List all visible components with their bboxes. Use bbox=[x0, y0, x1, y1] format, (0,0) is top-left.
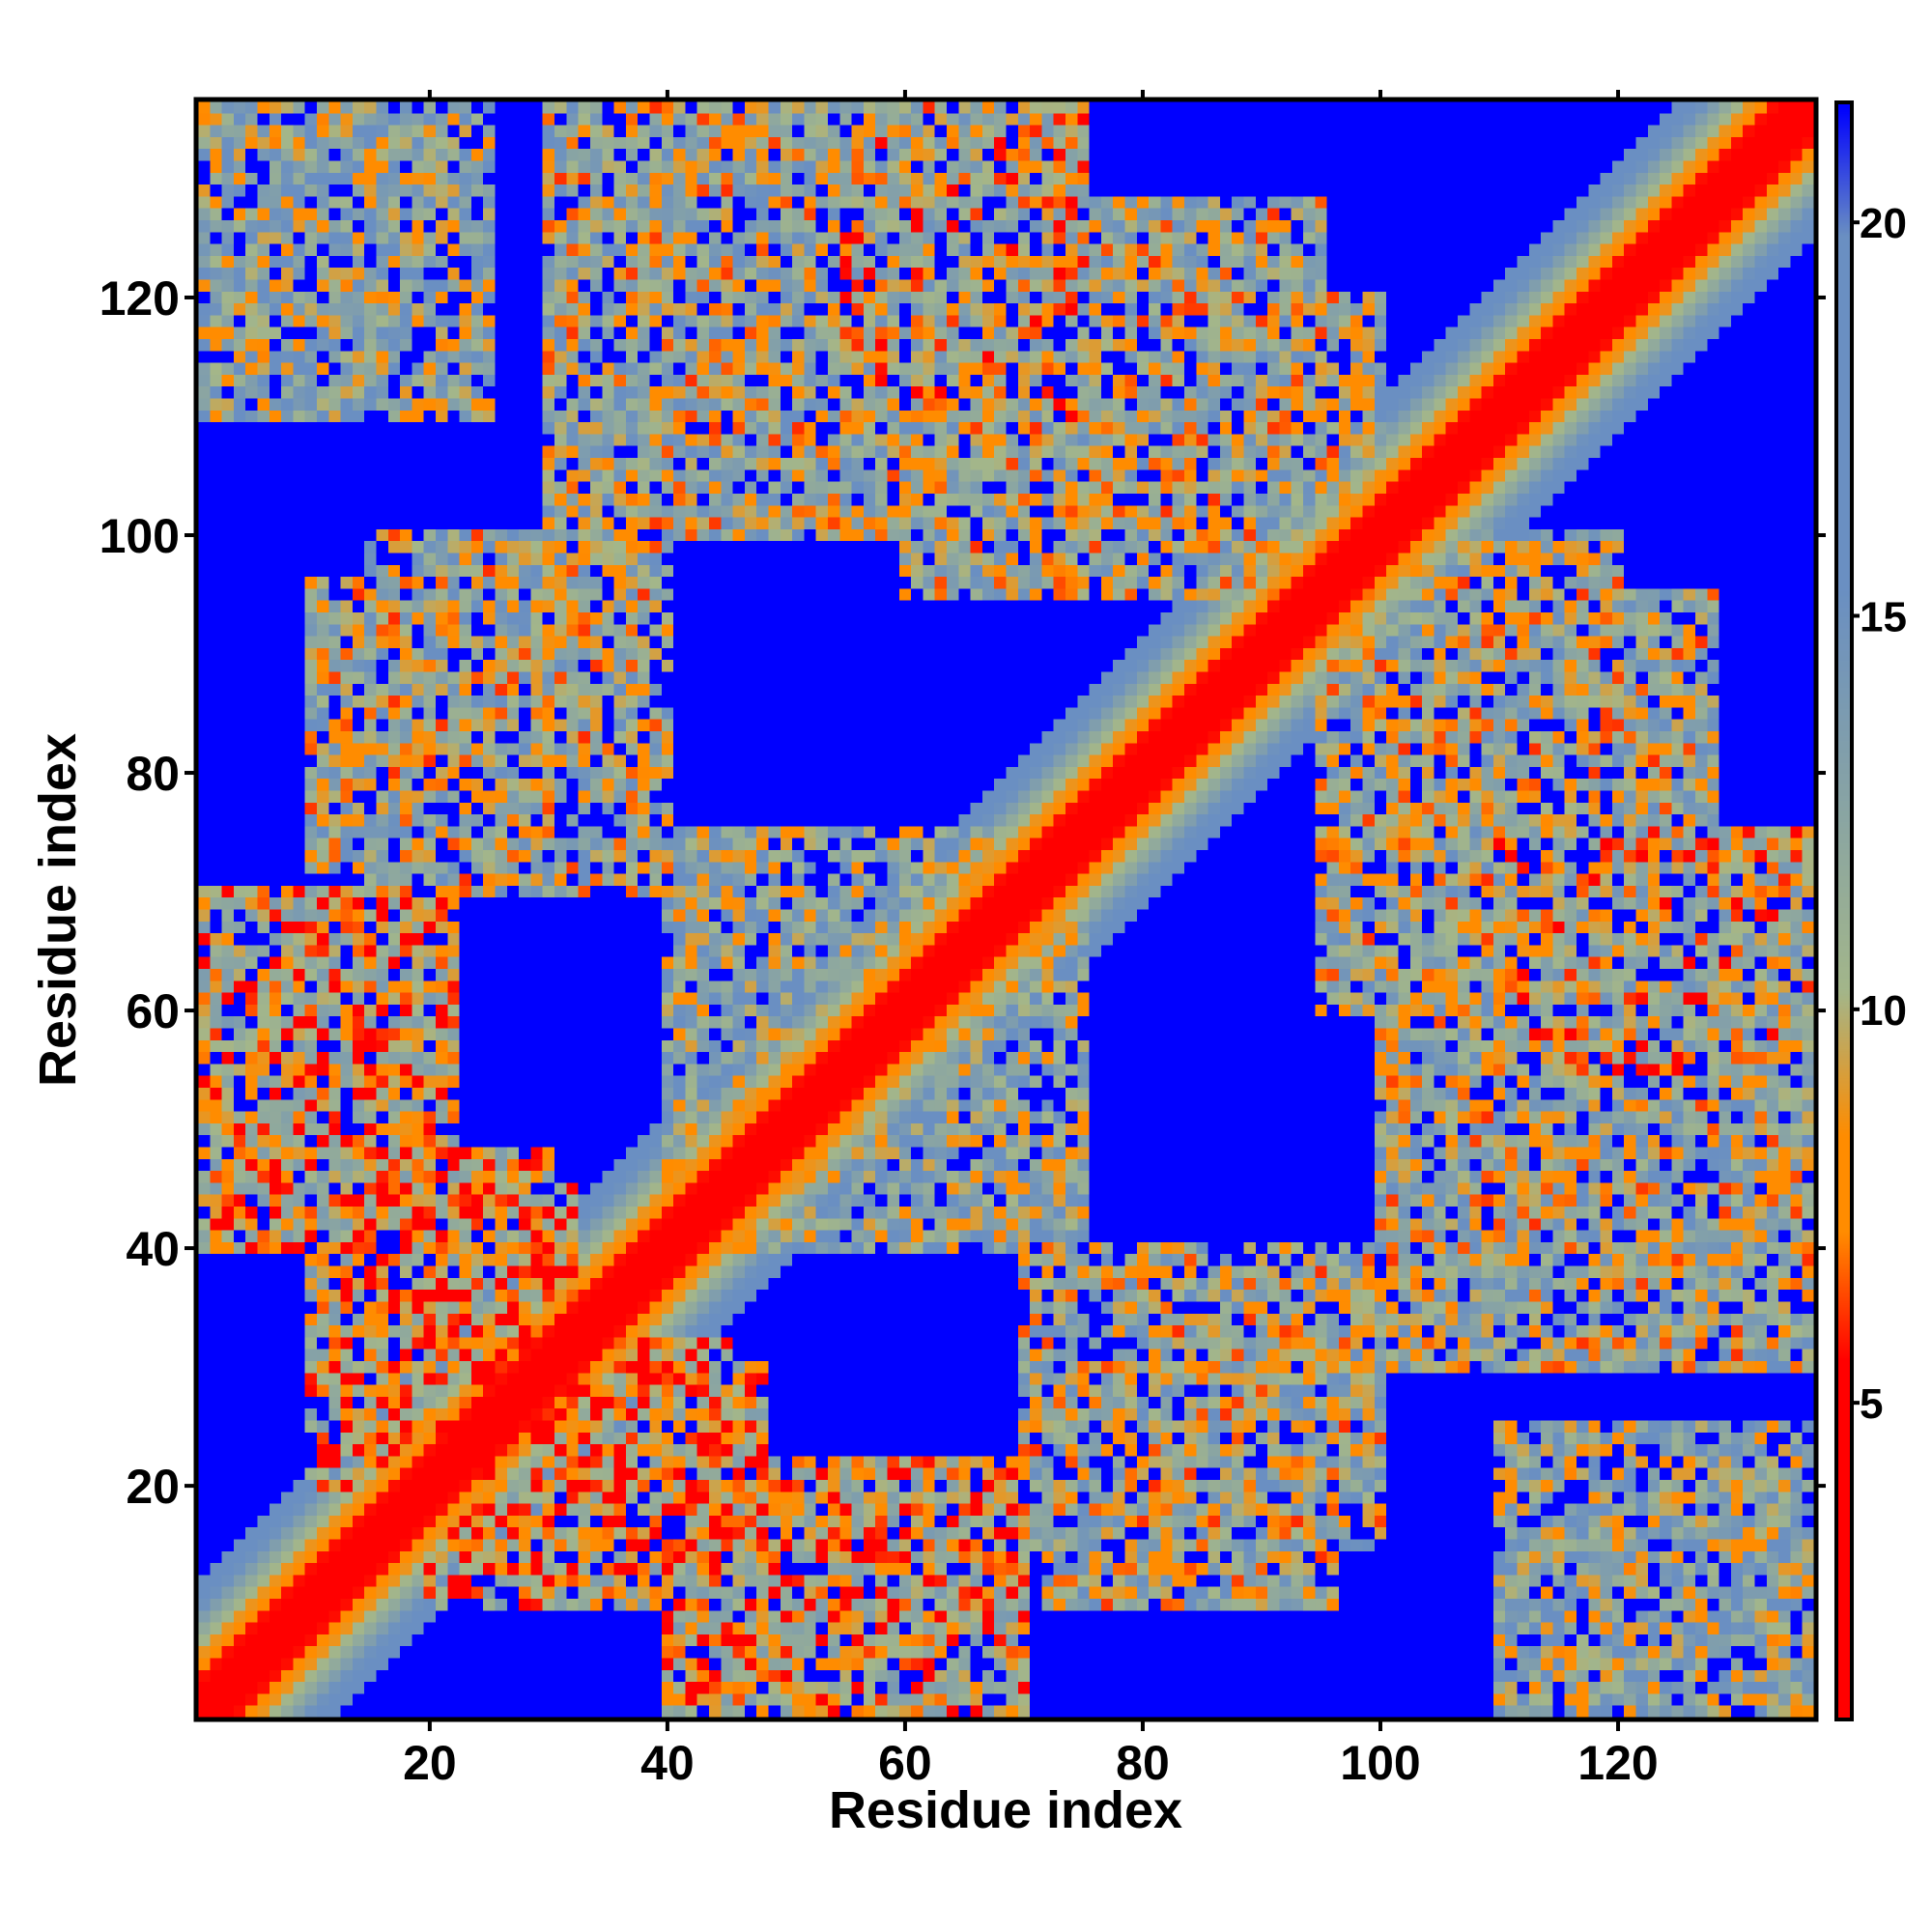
colorbar-tick-label: 10 bbox=[1860, 987, 1907, 1035]
x-tick-label: 100 bbox=[1340, 1736, 1420, 1790]
x-tick-label: 40 bbox=[640, 1736, 695, 1790]
y-axis-ticks: 20 40 60 80 100 120 bbox=[99, 271, 1826, 1514]
colorbar-ticks: 5 10 15 20 bbox=[1852, 200, 1907, 1428]
y-tick-label: 120 bbox=[99, 271, 180, 326]
x-axis-label: Residue index bbox=[829, 1781, 1182, 1839]
y-axis-label: Residue index bbox=[29, 733, 87, 1087]
colorbar-tick-label: 20 bbox=[1860, 200, 1907, 247]
heatmap-plot-area bbox=[198, 101, 1814, 1718]
y-tick-label: 40 bbox=[126, 1222, 180, 1276]
y-tick-label: 20 bbox=[126, 1460, 180, 1514]
colorbar-tick-label: 5 bbox=[1860, 1380, 1883, 1428]
y-tick-label: 80 bbox=[126, 747, 180, 801]
y-tick-label: 60 bbox=[126, 984, 180, 1038]
colorbar bbox=[1838, 104, 1850, 1718]
x-tick-label: 80 bbox=[1116, 1736, 1170, 1790]
colorbar-tick-label: 15 bbox=[1860, 594, 1907, 641]
x-tick-label: 60 bbox=[878, 1736, 932, 1790]
plot-frame bbox=[193, 97, 1819, 1722]
x-tick-label: 120 bbox=[1577, 1736, 1658, 1790]
y-tick-label: 100 bbox=[99, 509, 180, 563]
colorbar-frame bbox=[1834, 100, 1854, 1721]
x-axis-ticks: 20 40 60 80 100 120 bbox=[403, 90, 1659, 1790]
x-tick-label: 20 bbox=[403, 1736, 457, 1790]
